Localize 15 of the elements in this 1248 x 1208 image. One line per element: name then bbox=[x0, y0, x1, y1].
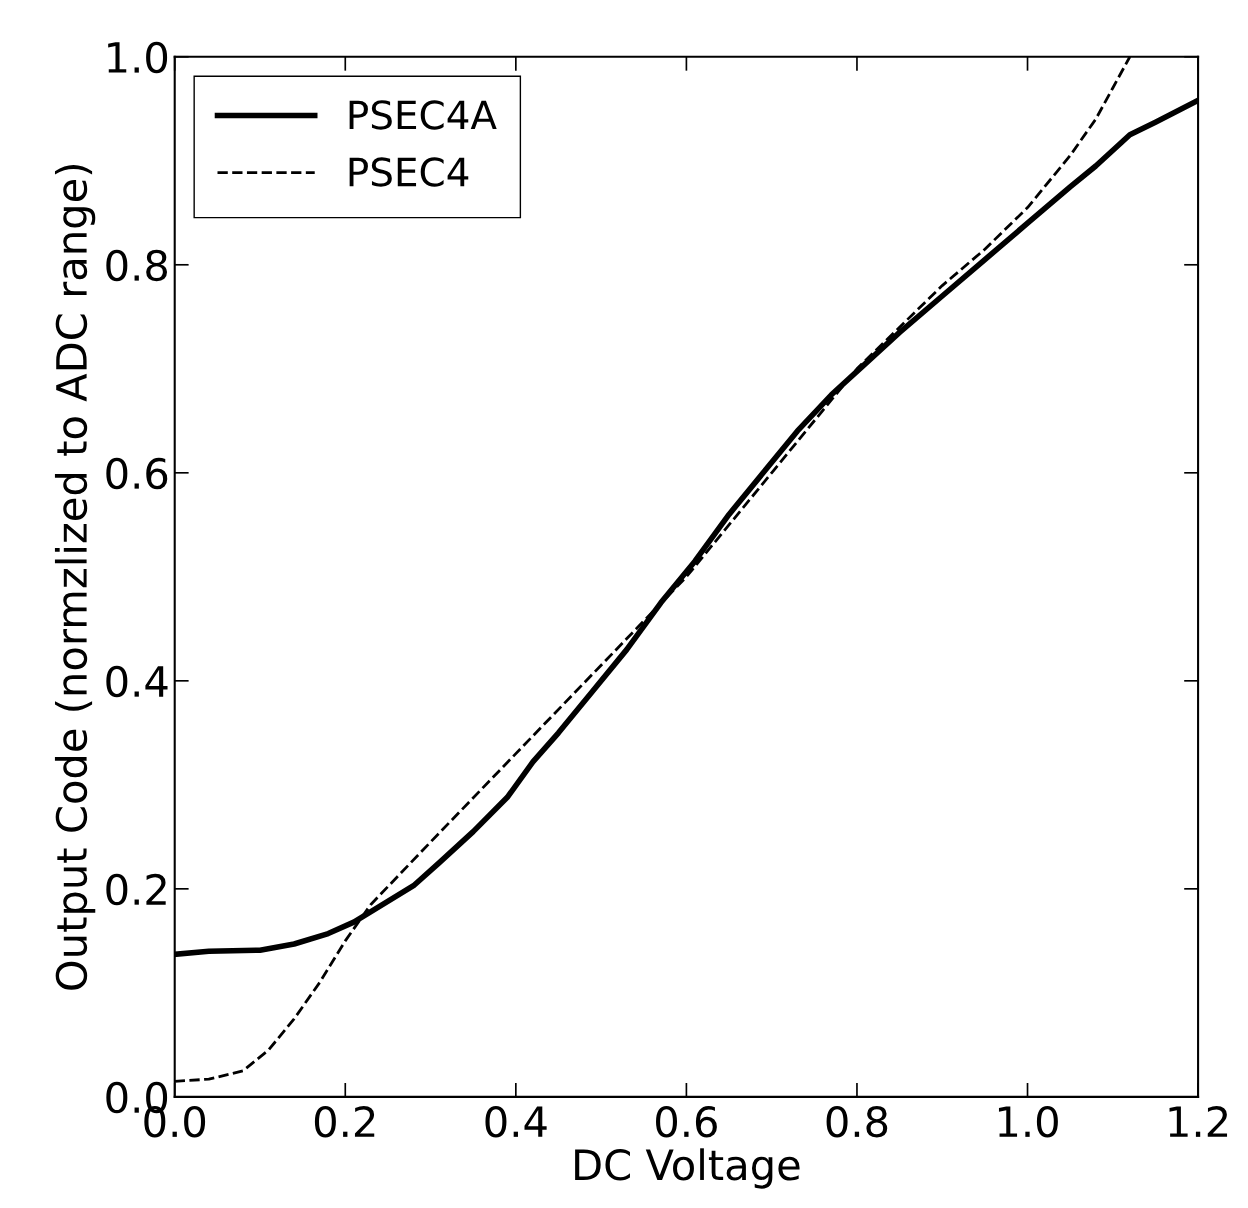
legend-label: PSEC4 bbox=[349, 157, 469, 187]
x-tick-label: 0.8 bbox=[826, 1105, 888, 1138]
x-tick-label: 1.0 bbox=[998, 1105, 1058, 1138]
y-tick-label: 0.2 bbox=[106, 873, 166, 906]
y-tick-label: 0.4 bbox=[106, 665, 168, 698]
y-tick-label: 1.0 bbox=[108, 41, 168, 74]
y-tick-label: 0.8 bbox=[106, 249, 168, 282]
y-axis-title: Output Code (normzlized to ADC range) bbox=[54, 165, 96, 990]
x-tick-label: 0.4 bbox=[485, 1105, 547, 1138]
x-axis-title: DC Voltage bbox=[575, 1148, 800, 1189]
x-tick-label: 1.2 bbox=[1169, 1105, 1228, 1137]
y-tick-label: 0.6 bbox=[106, 457, 168, 490]
x-tick-label: 0.6 bbox=[656, 1105, 717, 1138]
legend-label: PSEC4A bbox=[349, 100, 497, 130]
x-tick-label: 0.2 bbox=[314, 1105, 375, 1138]
